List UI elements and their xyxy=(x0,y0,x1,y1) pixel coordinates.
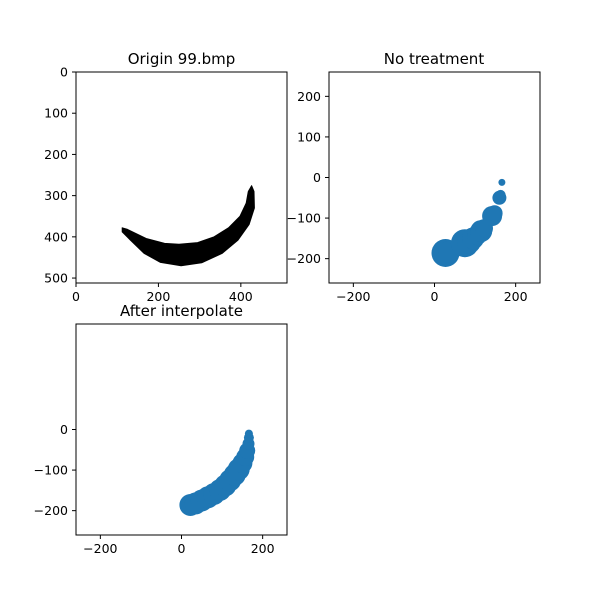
x-tick-label: 0 xyxy=(178,541,186,556)
y-tick-label: 500 xyxy=(44,271,68,286)
y-tick-label: −200 xyxy=(34,503,68,518)
y-tick-label: 200 xyxy=(297,89,321,104)
axes-frame xyxy=(75,71,288,284)
y-tick-label: −200 xyxy=(287,251,321,266)
y-tick-label: −100 xyxy=(287,211,321,226)
crescent-shape xyxy=(121,185,255,267)
y-tick-label: 0 xyxy=(313,170,321,185)
x-tick-label: 200 xyxy=(251,541,275,556)
x-tick-label: 0 xyxy=(431,289,439,304)
x-tick-label: −200 xyxy=(83,541,117,556)
y-tick-label: −100 xyxy=(34,463,68,478)
scatter-point xyxy=(486,205,503,222)
y-tick-label: 0 xyxy=(60,422,68,437)
subplot-origin-image: Origin 99.bmp 0 200 400 0 100 200 300 400 500 xyxy=(44,50,288,304)
y-tick-label: 300 xyxy=(44,188,68,203)
x-tick-label: 400 xyxy=(229,289,253,304)
y-tick-label: 200 xyxy=(44,147,68,162)
data-layer xyxy=(121,185,255,267)
data-layer xyxy=(431,178,507,267)
x-tick-label: 0 xyxy=(72,289,80,304)
subplot-title: After interpolate xyxy=(120,302,243,320)
y-tick-label: 100 xyxy=(297,129,321,144)
y-tick-label: 0 xyxy=(60,65,68,80)
x-tick-label: 200 xyxy=(504,289,528,304)
x-tick-label: 200 xyxy=(146,289,170,304)
data-layer xyxy=(179,429,256,516)
y-tick-label: 400 xyxy=(44,229,68,244)
scatter-point xyxy=(244,429,253,438)
scatter-point xyxy=(495,189,506,200)
plot-area: 0 200 400 0 100 200 300 400 500 xyxy=(44,65,288,304)
plot-area: −200 0 200 0 −100 −200 xyxy=(34,323,288,556)
x-tick-label: −200 xyxy=(336,289,370,304)
subplot-after-interpolate: After interpolate −200 0 200 0 −100 −200 xyxy=(34,302,288,556)
subplot-title: Origin 99.bmp xyxy=(128,50,236,68)
subplot-title: No treatment xyxy=(384,50,485,68)
plot-area: −200 0 200 200 100 0 −100 −200 xyxy=(287,71,541,304)
subplot-no-treatment: No treatment −200 0 200 200 100 0 −100 −200 xyxy=(287,50,541,304)
scatter-point xyxy=(498,178,506,186)
y-tick-label: 100 xyxy=(44,106,68,121)
